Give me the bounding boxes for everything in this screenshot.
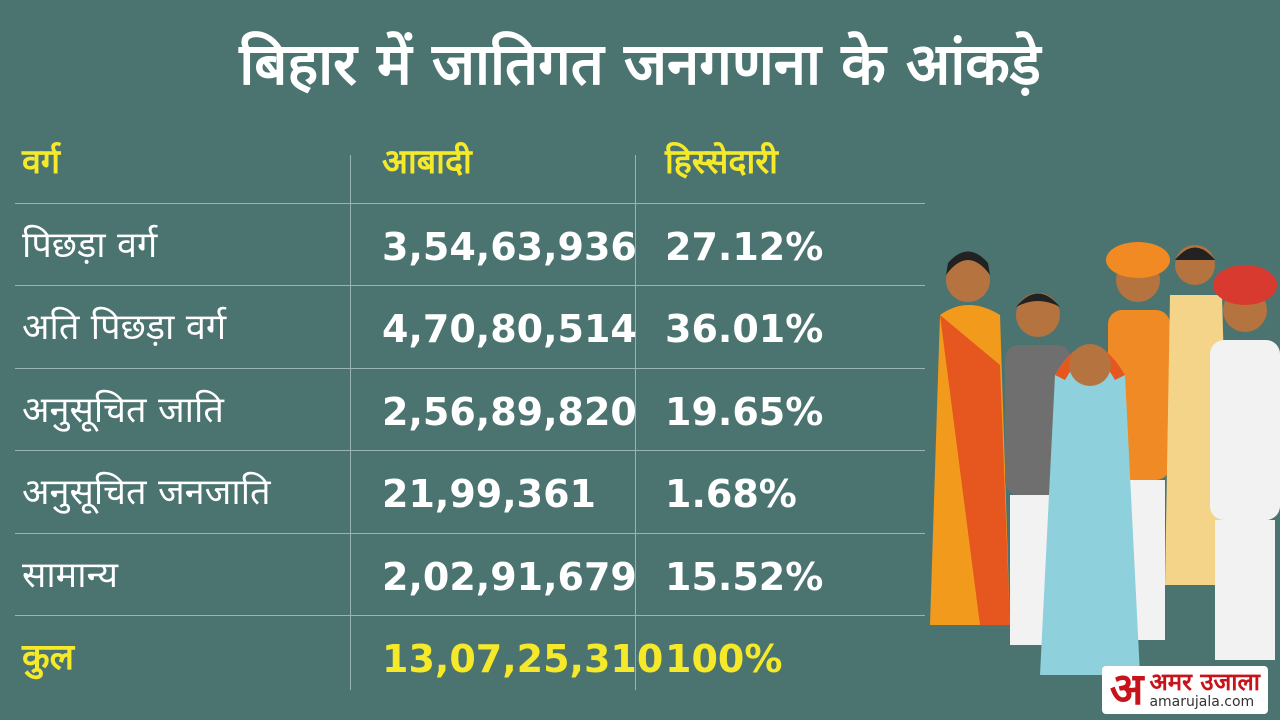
logo-name: अमर उजाला: [1149, 668, 1260, 696]
logo-mark: अ: [1109, 664, 1144, 715]
row-divider: [15, 367, 925, 369]
table-cell: 2,56,89,820: [382, 389, 637, 434]
table-cell: 27.12%: [665, 225, 824, 269]
table-cell: 15.52%: [665, 554, 824, 599]
people-illustration: [930, 242, 1280, 675]
person: [1040, 344, 1140, 675]
table-cell: सामान्य: [22, 554, 119, 596]
header-cell: वर्ग: [22, 142, 61, 182]
total-cell: 13,07,25,310: [382, 637, 664, 681]
person: [930, 251, 1010, 625]
row-divider: [15, 450, 925, 452]
row-divider: [15, 203, 925, 204]
table-cell: अनुसूचित जनजाति: [22, 472, 271, 514]
table-cell: अति पिछड़ा वर्ग: [22, 307, 227, 349]
table-cell: 4,70,80,514: [382, 307, 637, 352]
table-cell: 1.68%: [665, 472, 797, 517]
column-divider: [635, 155, 636, 690]
table-cell: 21,99,361: [382, 472, 596, 517]
column-divider: [350, 155, 351, 690]
table-cell: अनुसूचित जाति: [22, 389, 224, 431]
person: [1210, 265, 1280, 660]
table-cell: 2,02,91,679: [382, 554, 637, 599]
table-cell: 19.65%: [665, 389, 824, 434]
title: बिहार में जातिगत जनगणना के आंकड़े: [239, 30, 1041, 98]
row-divider: [15, 285, 925, 287]
header-cell: हिस्सेदारी: [665, 142, 778, 182]
table-cell: पिछड़ा वर्ग: [22, 225, 158, 266]
logo: अ अमर उजाला amarujala.com: [1101, 664, 1268, 715]
total-cell: 100%: [665, 637, 783, 681]
table-cell: 36.01%: [665, 307, 824, 352]
logo-site: amarujala.com: [1149, 694, 1255, 710]
total-cell: कुल: [22, 637, 75, 678]
row-divider: [15, 615, 925, 616]
table-cell: 3,54,63,936: [382, 225, 637, 269]
header-cell: आबादी: [382, 142, 472, 182]
row-divider: [15, 532, 925, 534]
